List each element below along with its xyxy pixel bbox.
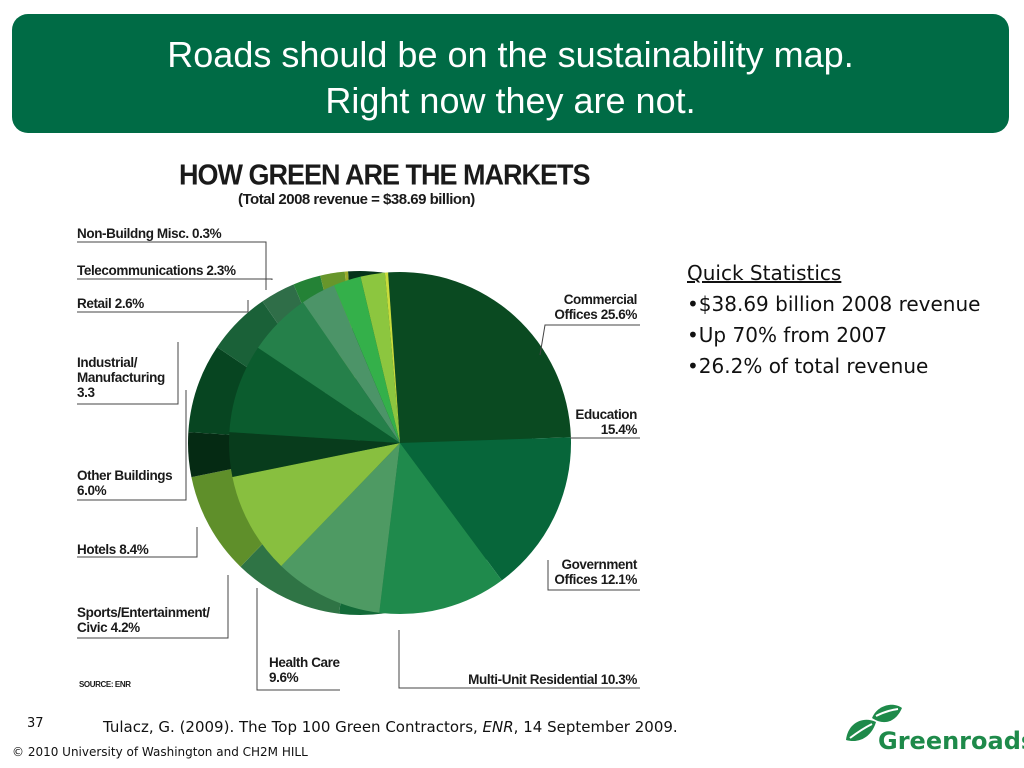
leader-line	[77, 241, 267, 290]
leader-line	[77, 342, 179, 405]
quick-statistics: Quick Statistics •$38.69 billion 2008 re…	[687, 258, 980, 382]
greenroads-logo-icon	[846, 704, 902, 742]
leader-line	[398, 630, 640, 689]
pie-slice-label: Government	[561, 557, 637, 572]
pie-slice-label: 15.4%	[601, 422, 638, 437]
pie-slice	[384, 272, 400, 443]
pie-slice-label: Telecommunications 2.3%	[77, 263, 236, 278]
pie-slice-label: Offices 25.6%	[554, 307, 637, 322]
pie-slice-label: Health Care	[269, 655, 341, 670]
pie-slice-label: Multi-Unit Residential 10.3%	[468, 672, 637, 687]
pie-slice-label: Sports/Entertainment/	[77, 605, 210, 620]
leader-line	[547, 560, 640, 591]
leader-line	[256, 588, 340, 691]
chart-source: SOURCE: ENR	[79, 680, 131, 689]
pie-slice-label: Non-Buildng Misc. 0.3%	[77, 226, 222, 241]
pie-slices	[229, 272, 571, 614]
citation-prefix: Tulacz, G. (2009). The Top 100 Green Con…	[103, 718, 483, 736]
pie-slice	[400, 437, 571, 581]
slide-title-box: Roads should be on the sustainability ma…	[12, 14, 1009, 133]
pie-slice-label: Retail 2.6%	[77, 296, 144, 311]
pie-slice	[334, 276, 400, 443]
leader-line	[539, 324, 640, 356]
leader-line	[77, 527, 198, 558]
pie-slice	[232, 443, 400, 566]
leader-line	[77, 575, 229, 639]
copyright: © 2010 University of Washington and CH2M…	[12, 745, 308, 759]
quick-stat-item: •$38.69 billion 2008 revenue	[687, 292, 981, 316]
pie-slice-label: Other Buildings	[77, 468, 172, 483]
leader-line	[77, 300, 249, 313]
greenroads-logo-text: Greenroads	[878, 727, 1024, 755]
pie-slice-label: Civic 4.2%	[77, 620, 140, 635]
pie-slice	[379, 443, 502, 614]
pie-slice-label: 6.0%	[77, 483, 107, 498]
slide-number: 37	[27, 716, 44, 731]
leader-line	[77, 278, 273, 280]
pie-slice-label: Industrial/	[77, 355, 138, 370]
pie-slice-label: Offices 12.1%	[554, 572, 637, 587]
slide-title-line-2: Right now they are not.	[325, 80, 696, 121]
chart-subtitle: (Total 2008 revenue = $38.69 billion)	[238, 191, 475, 208]
pie-slice-label: Commercial	[564, 292, 637, 307]
pie-slice-label: Education	[575, 407, 637, 422]
pie-slice	[281, 443, 400, 613]
citation-suffix: , 14 September 2009.	[513, 718, 678, 736]
chart-title: HOW GREEN ARE THE MARKETS	[179, 159, 591, 191]
pie-slice	[302, 285, 400, 443]
quick-stat-item: •26.2% of total revenue	[687, 354, 929, 378]
pie-slice	[388, 272, 571, 443]
pie-slice	[229, 347, 400, 443]
citation-journal: ENR	[482, 718, 514, 736]
pie-slice-label: 9.6%	[269, 670, 299, 685]
pie-slice-label: Hotels 8.4%	[77, 542, 149, 557]
pie-slice-label: 3.3	[77, 385, 95, 400]
quick-statistics-heading: Quick Statistics	[687, 261, 842, 285]
pie-slice-label: Manufacturing	[77, 370, 165, 385]
quick-stat-item: •Up 70% from 2007	[687, 323, 888, 347]
citation: Tulacz, G. (2009). The Top 100 Green Con…	[103, 718, 678, 736]
slide-title-line-1: Roads should be on the sustainability ma…	[167, 34, 854, 75]
pie-slice	[229, 432, 400, 477]
pie-slice	[257, 302, 400, 443]
leader-line	[77, 390, 187, 501]
pie-slice	[360, 272, 400, 443]
